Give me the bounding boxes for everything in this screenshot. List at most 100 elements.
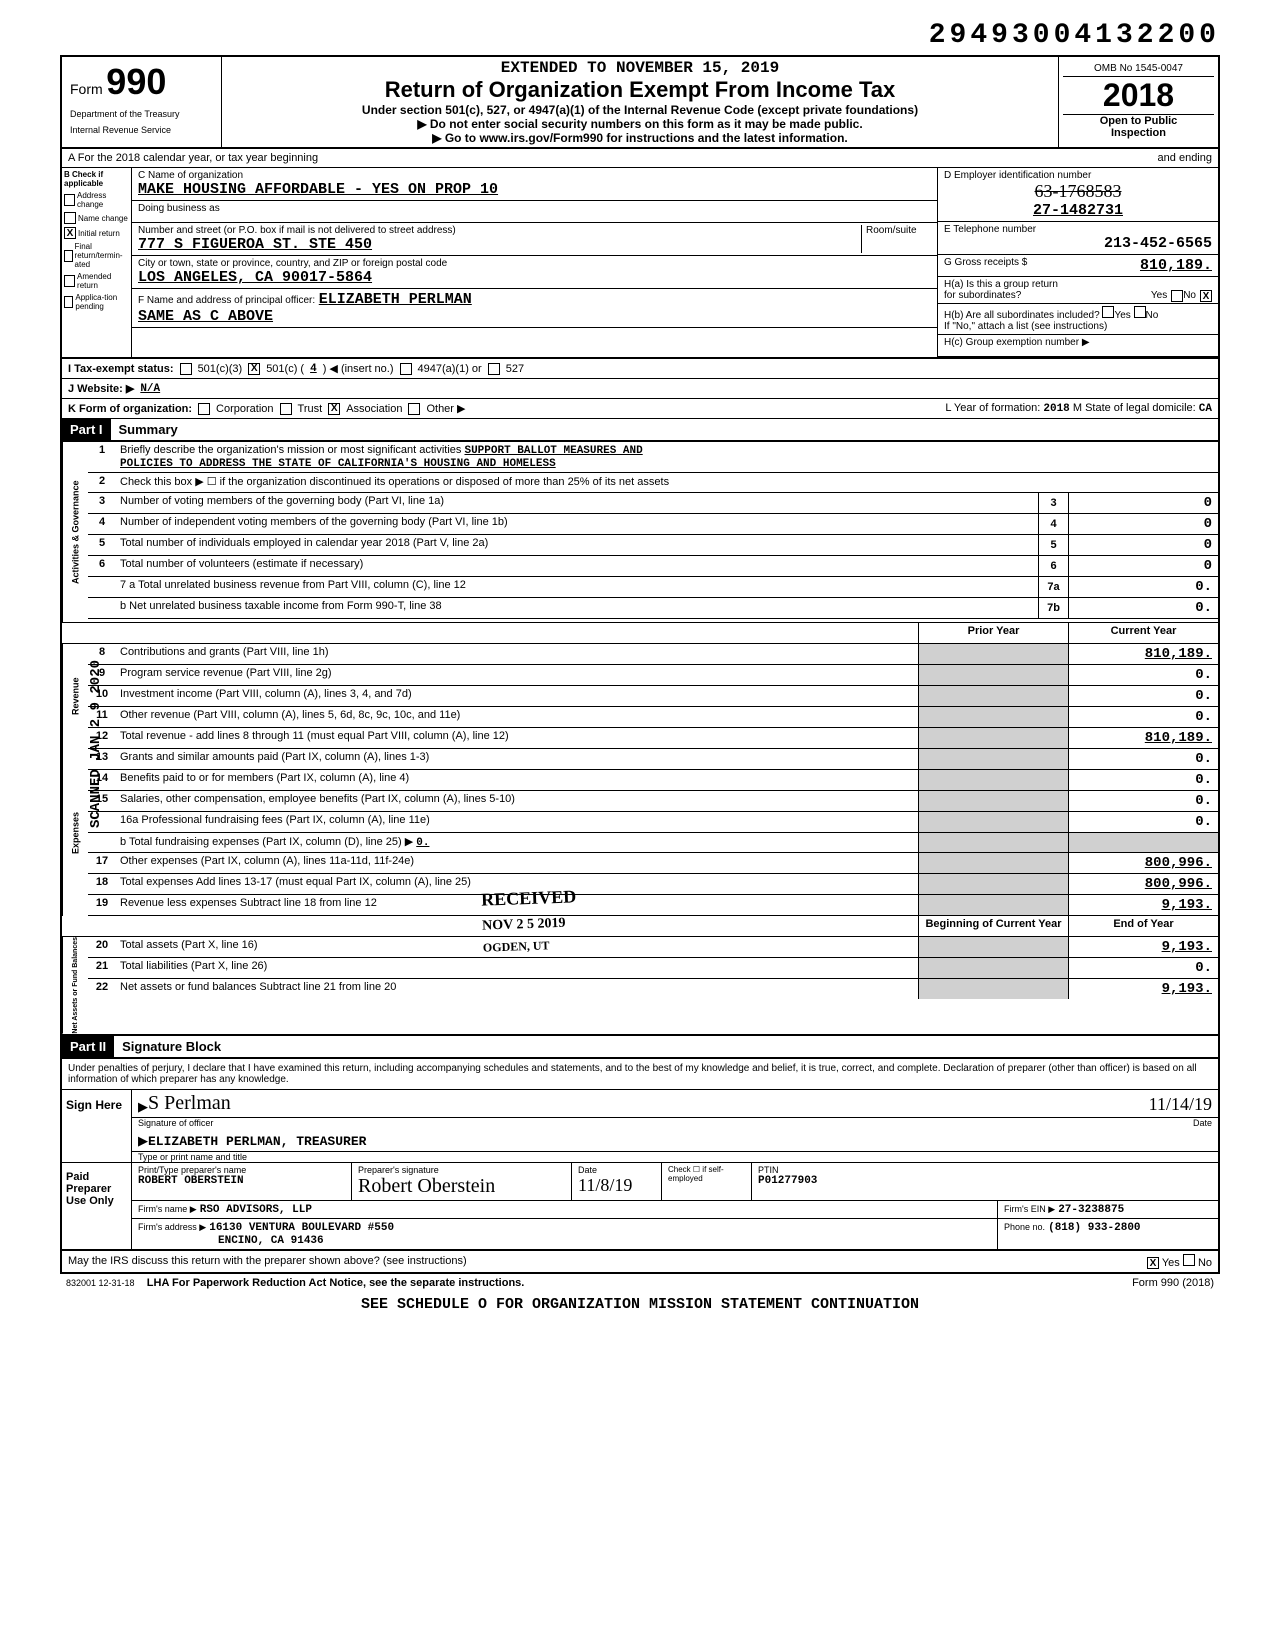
k-opt1: Trust [298, 403, 323, 415]
line10-cur: 0. [1068, 686, 1218, 706]
discuss-no: No [1198, 1257, 1212, 1269]
i-527[interactable] [488, 363, 500, 375]
line13-label: Grants and similar amounts paid (Part IX… [116, 749, 918, 769]
k-opt0: Corporation [216, 403, 273, 415]
sig-officer-label: Signature of officer [138, 1118, 1193, 1128]
end-year-header: End of Year [1068, 916, 1218, 936]
firm-addr1: 16130 VENTURA BOULEVARD #550 [209, 1222, 394, 1234]
line15-label: Salaries, other compensation, employee b… [116, 791, 918, 811]
dept-treasury: Department of the Treasury [70, 109, 213, 119]
line17-label: Other expenses (Part IX, column (A), lin… [116, 853, 918, 873]
line5-val: 0 [1068, 535, 1218, 555]
line16b-label: b Total fundraising expenses (Part IX, c… [120, 836, 413, 848]
i-opt1: 501(c)(3) [198, 363, 243, 375]
row-i: I Tax-exempt status: 501(c)(3) X501(c) (… [60, 359, 1220, 379]
line4-val: 0 [1068, 514, 1218, 534]
hb-no[interactable] [1134, 306, 1146, 318]
footer-code: 832001 12-31-18 [66, 1278, 135, 1288]
cb-name[interactable]: Name change [78, 214, 128, 223]
line8-label: Contributions and grants (Part VIII, lin… [116, 644, 918, 664]
ssn-warning: ▶ Do not enter social security numbers o… [230, 117, 1050, 131]
prep-signature: Robert Oberstein [358, 1175, 565, 1198]
k-assoc[interactable]: X [328, 403, 340, 415]
cb-application[interactable]: Applica-tion pending [75, 293, 129, 311]
cb-address[interactable]: Address change [77, 191, 129, 209]
prep-name: ROBERT OBERSTEIN [138, 1175, 345, 1187]
k-trust[interactable] [280, 403, 292, 415]
sig-date-label: Date [1193, 1118, 1212, 1128]
prep-self-emp[interactable]: Check ☐ if self-employed [662, 1163, 752, 1200]
ptin-label: PTIN [758, 1165, 1212, 1175]
line1-value: SUPPORT BALLOT MEASURES AND [464, 445, 642, 457]
cb-amended[interactable]: Amended return [77, 272, 129, 290]
cb-initial[interactable]: Initial return [78, 229, 120, 238]
org-name: MAKE HOUSING AFFORDABLE - YES ON PROP 10 [138, 181, 931, 198]
line10-label: Investment income (Part VIII, column (A)… [116, 686, 918, 706]
ha-yes-check[interactable] [1171, 290, 1183, 302]
i-opt2: 501(c) ( [266, 363, 304, 375]
sidebar-netassets: Net Assets or Fund Balances [62, 937, 88, 1034]
i-4947[interactable] [400, 363, 412, 375]
sign-here-label: Sign Here [62, 1090, 132, 1162]
k-opt2: Association [346, 403, 402, 415]
i-insert: ) ◀ (insert no.) [323, 362, 394, 375]
hb-label: H(b) Are all subordinates included? [944, 310, 1100, 321]
line21-end: 0. [1068, 958, 1218, 978]
column-c: C Name of organization MAKE HOUSING AFFO… [132, 168, 938, 357]
perjury-text: Under penalties of perjury, I declare th… [62, 1059, 1218, 1089]
firm-name: RSO ADVISORS, LLP [200, 1204, 312, 1216]
i-501c[interactable]: X [248, 363, 260, 375]
line1b-value: POLICIES TO ADDRESS THE STATE OF CALIFOR… [120, 458, 556, 470]
line-a-end: and ending [1158, 152, 1212, 164]
ha-no-check[interactable]: X [1200, 290, 1212, 302]
ein-label: D Employer identification number [944, 170, 1212, 181]
form-number: 990 [106, 61, 166, 102]
omb-number: OMB No 1545-0047 [1063, 61, 1214, 77]
column-b: B Check if applicable Address change Nam… [62, 168, 132, 357]
part1-title: Summary [111, 419, 186, 440]
line11-cur: 0. [1068, 707, 1218, 727]
hb-note: If "No," attach a list (see instructions… [944, 321, 1107, 332]
discuss-no-check[interactable] [1183, 1254, 1195, 1266]
i-501c3[interactable] [180, 363, 192, 375]
hb-yes[interactable] [1102, 306, 1114, 318]
k-other[interactable] [408, 403, 420, 415]
footer-sched: SEE SCHEDULE O FOR ORGANIZATION MISSION … [60, 1296, 1220, 1313]
line11-label: Other revenue (Part VIII, column (A), li… [116, 707, 918, 727]
part2-title: Signature Block [114, 1036, 229, 1057]
discuss-yes-check[interactable]: X [1147, 1257, 1159, 1269]
city-label: City or town, state or province, country… [138, 258, 931, 269]
line20-end: 9,193. [1068, 937, 1218, 957]
form-prefix: Form [70, 81, 103, 97]
i-opt3: 4947(a)(1) or [418, 363, 482, 375]
line16a-cur: 0. [1068, 812, 1218, 832]
line22-end: 9,193. [1068, 979, 1218, 999]
line7a-label: 7 a Total unrelated business revenue fro… [116, 577, 1038, 597]
ptin-value: P01277903 [758, 1175, 1212, 1187]
ein-new: 27-1482731 [944, 202, 1212, 219]
discuss-row: May the IRS discuss this return with the… [60, 1251, 1220, 1275]
form-title: Return of Organization Exempt From Incom… [230, 77, 1050, 103]
officer-name: ELIZABETH PERLMAN [319, 291, 472, 308]
officer-label: F Name and address of principal officer: [138, 295, 315, 306]
line7a-val: 0. [1068, 577, 1218, 597]
beg-year-header: Beginning of Current Year [918, 916, 1068, 936]
column-d: D Employer identification number 63-1768… [938, 168, 1218, 357]
line12-cur: 810,189. [1068, 728, 1218, 748]
name-title-label: Type or print name and title [132, 1152, 1218, 1162]
firm-label: Firm's name ▶ [138, 1204, 197, 1214]
line18-cur: 800,996. [1068, 874, 1218, 894]
line4-label: Number of independent voting members of … [116, 514, 1038, 534]
phone-label: E Telephone number [944, 224, 1212, 235]
j-label: J Website: ▶ [68, 382, 134, 395]
cb-final[interactable]: Final return/termin-ated [75, 242, 129, 269]
extended-notice: EXTENDED TO NOVEMBER 15, 2019 [230, 59, 1050, 77]
form-header: Form 990 Department of the Treasury Inte… [60, 55, 1220, 149]
line6-val: 0 [1068, 556, 1218, 576]
sidebar-expenses: Expenses [62, 749, 88, 916]
summary-table: Activities & Governance 1 Briefly descri… [60, 442, 1220, 1036]
k-corp[interactable] [198, 403, 210, 415]
line1-label: Briefly describe the organization's miss… [120, 444, 461, 456]
hc-label: H(c) Group exemption number ▶ [944, 337, 1090, 348]
footer-form: Form 990 (2018) [1132, 1277, 1214, 1289]
